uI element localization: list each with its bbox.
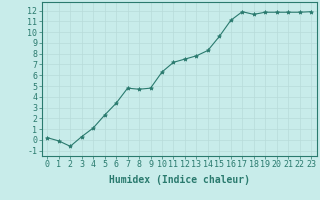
X-axis label: Humidex (Indice chaleur): Humidex (Indice chaleur): [109, 175, 250, 185]
